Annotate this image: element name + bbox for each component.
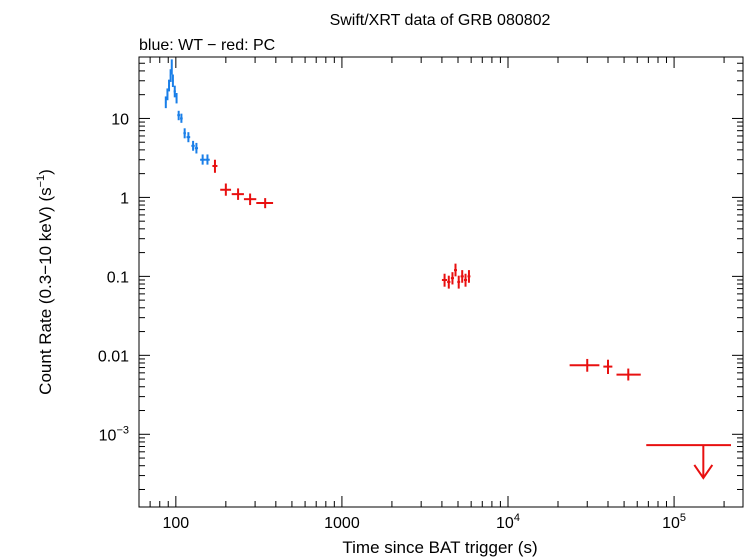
y-tick-label-base: 0.1 <box>107 269 129 286</box>
y-tick-label: 0.01 <box>98 348 129 365</box>
y-tick-label-base: 10 <box>111 111 129 128</box>
wt-point <box>186 132 191 143</box>
x-tick-label-base: 10 <box>496 515 514 532</box>
pc-series <box>212 159 641 381</box>
wt-point <box>177 110 181 121</box>
wt-point <box>164 96 167 109</box>
chart-title: Swift/XRT data of GRB 080802 <box>330 12 551 29</box>
wt-series <box>164 59 210 165</box>
pc-point <box>467 270 471 283</box>
pc-point <box>243 193 257 206</box>
y-tick-label: 1 <box>120 190 129 207</box>
axis-ticks <box>138 56 743 507</box>
pc-point <box>457 275 461 289</box>
y-tick-label: 10 <box>111 111 129 128</box>
y-axis-label: Count Rate (0.3−10 keV) (s−1) <box>35 169 55 395</box>
pc-point <box>463 273 468 287</box>
pc-point <box>603 359 613 375</box>
pc-point <box>460 270 464 283</box>
plot-frame <box>138 56 744 508</box>
wt-point <box>191 140 195 151</box>
wt-point <box>169 69 172 82</box>
wt-point <box>173 85 176 98</box>
x-tick-label-base: 10 <box>662 515 680 532</box>
pc-point <box>231 188 244 200</box>
pc-point <box>454 263 457 277</box>
y-tick-label-base: 1 <box>120 190 129 207</box>
pc-point <box>212 159 218 173</box>
pc-point <box>441 273 448 287</box>
wt-point <box>183 128 186 139</box>
pc-point <box>616 368 641 381</box>
y-axis-label-end: ) <box>36 169 55 175</box>
wt-point <box>194 142 199 154</box>
y-axis-label-sup: −1 <box>35 175 47 188</box>
x-tick-label: 100 <box>162 515 189 532</box>
wt-point <box>166 88 169 101</box>
pc-point <box>256 198 274 209</box>
chart-subtitle: blue: WT − red: PC <box>139 37 275 54</box>
wt-point <box>205 154 210 165</box>
y-tick-label: 10−3 <box>99 424 129 444</box>
y-axis-label-main: Count Rate (0.3−10 keV) (s <box>36 187 55 394</box>
y-tick-label-sup: −3 <box>116 424 129 436</box>
y-tick-label-base: 10 <box>99 427 117 444</box>
wt-point <box>200 154 206 165</box>
wt-point <box>175 93 178 104</box>
wt-point <box>171 74 174 88</box>
x-tick-label-sup: 4 <box>514 512 520 524</box>
x-tick-label-base: 1000 <box>324 515 360 532</box>
x-tick-label: 104 <box>496 512 520 532</box>
y-tick-label: 0.1 <box>107 269 129 286</box>
upper-limit-arrowhead <box>693 464 714 480</box>
wt-point <box>168 79 171 92</box>
x-tick-label: 105 <box>662 512 686 532</box>
pc-point <box>220 183 232 196</box>
x-tick-label-base: 100 <box>162 515 189 532</box>
pc-point <box>450 272 455 285</box>
x-tick-label-sup: 5 <box>680 512 686 524</box>
wt-point <box>180 113 183 123</box>
pc-point <box>569 358 600 372</box>
pc-point <box>447 275 451 289</box>
upper-limit <box>646 444 731 480</box>
data-points <box>164 59 731 480</box>
y-tick-label-base: 0.01 <box>98 348 129 365</box>
x-tick-label: 1000 <box>324 515 360 532</box>
x-axis-label: Time since BAT trigger (s) <box>342 538 537 557</box>
wt-point <box>170 59 173 75</box>
